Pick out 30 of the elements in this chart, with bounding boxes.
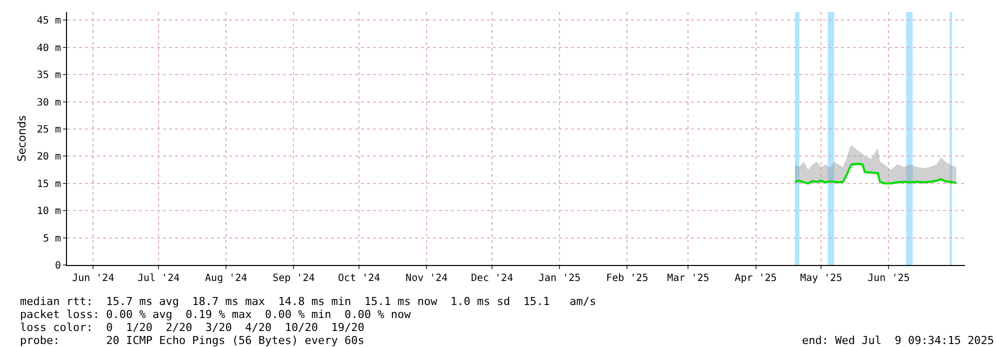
x-tick-label: May '25 [800,273,842,284]
y-tick-label: 25 m [36,124,61,136]
y-tick-label: 45 m [36,16,61,27]
y-tick-label: 5 m [42,233,61,244]
x-tick-label: Dec '24 [470,273,514,284]
y-tick-label: 30 m [36,97,61,108]
y-tick-label: 15 m [36,178,61,190]
x-tick-label: Jun '25 [868,273,910,284]
text: end: Wed Jul 9 09:34:15 2025 [802,334,994,347]
y-axis-title: Seconds [16,115,29,162]
x-tick-label: Feb '25 [606,273,648,284]
x-tick-label: Jun '24 [72,273,114,284]
text: packet loss: 0.00 % avg 0.19 % max 0.00 % min 0.00 % now [20,308,412,321]
x-tick-label: Mar '25 [667,273,710,284]
y-tick-label: 20 m [36,152,61,163]
x-tick-label: Jul '24 [137,273,180,284]
y-tick-label: 0 [54,260,61,272]
y-tick-label: 10 m [36,206,61,218]
text: loss color: 0 1/20 2/20 3/20 4/20 10/20 19/20 [20,321,364,334]
x-tick-label: Oct '24 [338,273,380,284]
x-tick-label: Nov '24 [406,273,448,284]
line-series [794,162,958,184]
x-tick-label: Sep '24 [272,273,315,284]
text: median rtt: 15.7 ms avg 18.7 ms max 14.8 ms min 15.1 ms now 1.0 ms sd 15.1 am/s [20,295,596,308]
text: probe: 20 ICMP Echo Pings (56 Bytes) every 60s [20,334,364,347]
x-tick-label: Apr '25 [734,273,777,284]
y-tick-label: 35 m [36,70,61,82]
x-tick-label: Aug '24 [205,273,248,284]
y-tick-label: 40 m [36,42,61,54]
x-tick-label: Jan '25 [538,273,581,284]
